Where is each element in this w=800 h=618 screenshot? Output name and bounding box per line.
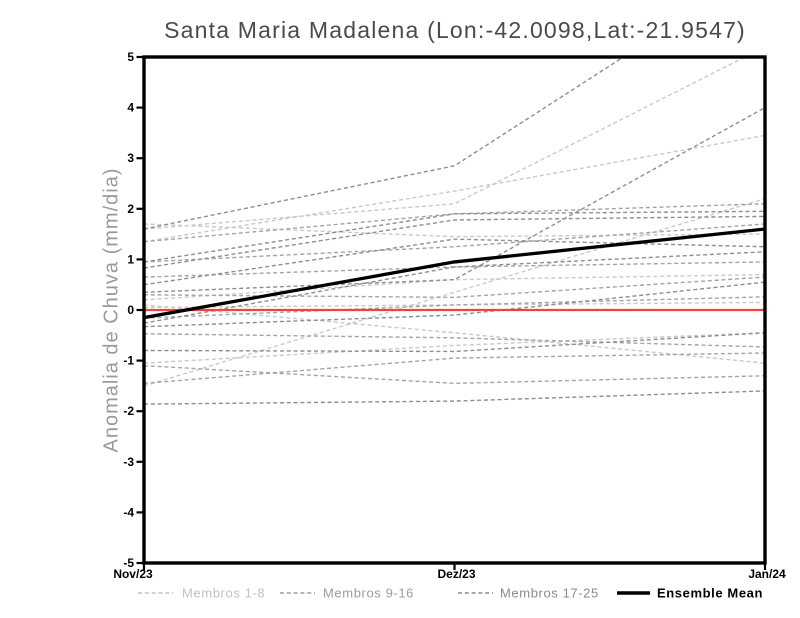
x-tick-label: Jan/24 (748, 567, 786, 581)
y-tick-label: -4 (123, 505, 134, 519)
legend: Membros 1-8 Membros 9-16 Membros 17-25 Ense… (138, 586, 763, 601)
member-line (144, 251, 765, 324)
y-tick-label: 1 (127, 252, 134, 266)
y-tick-label: -2 (123, 404, 134, 418)
x-axis-ticks: Nov/23 Dez/23 Jan/24 (113, 563, 786, 581)
legend-label: Membros 1-8 (182, 586, 265, 601)
member-line (144, 333, 765, 348)
member-line (144, 57, 747, 230)
legend-label: Membros 9-16 (323, 586, 414, 601)
member-line (144, 203, 765, 243)
member-line (144, 223, 765, 238)
y-tick-label: -3 (123, 455, 134, 469)
member-line (144, 215, 765, 269)
y-tick-label: -1 (123, 354, 134, 368)
x-tick-label: Nov/23 (113, 567, 153, 581)
chart-title: Santa Maria Madalena (Lon:-42.0098,Lat:-… (164, 17, 746, 43)
member-line (144, 281, 765, 328)
member-line (144, 332, 765, 364)
member-line (144, 364, 765, 385)
member-line (144, 273, 765, 301)
member-line (144, 210, 765, 263)
member-line (144, 301, 765, 309)
y-tick-label: 4 (127, 101, 134, 115)
y-tick-label: 0 (127, 303, 134, 317)
member-line (144, 304, 765, 364)
member-group-3 (144, 57, 765, 405)
member-line (144, 57, 625, 230)
legend-label: Ensemble Mean (657, 586, 763, 601)
member-line (144, 332, 765, 353)
y-tick-label: -5 (123, 556, 134, 570)
y-tick-label: 5 (127, 50, 134, 64)
data-lines-group (144, 57, 765, 405)
member-group-2 (144, 203, 765, 385)
member-line (144, 296, 765, 319)
member-line (144, 106, 765, 293)
member-line (144, 134, 765, 243)
member-line (144, 261, 765, 278)
x-tick-label: Dez/23 (437, 567, 475, 581)
member-line (144, 390, 765, 405)
ensemble-mean-line (144, 227, 765, 320)
y-tick-label: 2 (127, 202, 134, 216)
member-line (144, 352, 765, 385)
legend-label: Membros 17-25 (500, 586, 599, 601)
y-tick-label: 3 (127, 151, 134, 165)
member-group-1 (144, 57, 765, 387)
y-axis-ticks: 5 4 3 2 1 0 -1 -2 -3 -4 -5 (123, 50, 144, 570)
member-line (144, 198, 765, 387)
member-line (144, 223, 765, 263)
member-line (144, 276, 765, 299)
member-line (144, 238, 765, 286)
